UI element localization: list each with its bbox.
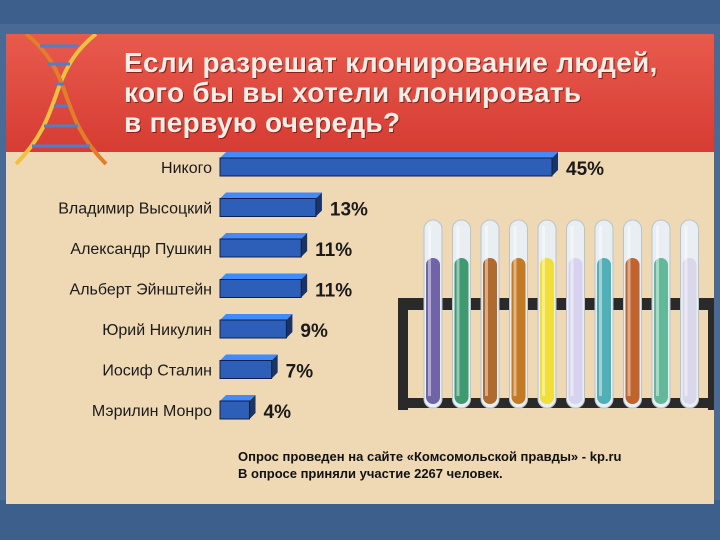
- bar-top-face: [220, 152, 558, 158]
- category-label: Юрий Никулин: [102, 322, 212, 339]
- test-tube-glare: [542, 226, 545, 396]
- bar-chart: Никого 45% Владимир Высоцкий 13% Александр П…: [58, 152, 604, 423]
- bar-row: Мэрилин Монро 4%: [92, 395, 291, 423]
- bar-row: Альберт Эйнштейн 11%: [70, 273, 352, 302]
- bar: [219, 157, 553, 177]
- test-tube-rack-illustration: [398, 219, 714, 410]
- test-tube-glare: [428, 226, 431, 396]
- bar-top-face: [220, 395, 256, 401]
- test-tube-liquid: [511, 258, 526, 404]
- category-label: Альберт Эйнштейн: [70, 282, 212, 299]
- bar-end-face: [552, 152, 558, 176]
- survey-footnote: Опрос проведен на сайте «Комсомольской п…: [238, 448, 622, 482]
- test-tube-liquid: [540, 258, 554, 404]
- bar-end-face: [286, 314, 293, 338]
- test-tube-glare: [485, 226, 488, 396]
- chart-title: Если разрешат клонирование людей, кого б…: [124, 48, 714, 138]
- bar-row: Александр Пушкин 11%: [70, 233, 352, 261]
- bar-top-face: [220, 233, 308, 239]
- test-tube-liquid: [625, 258, 640, 404]
- test-tube-glare: [570, 226, 574, 396]
- test-tube-liquid: [483, 258, 497, 404]
- test-tube-glare: [513, 226, 517, 396]
- test-tube-glare: [599, 226, 602, 396]
- value-label: 13%: [330, 200, 368, 221]
- bar-row: Иосиф Сталин 7%: [102, 354, 314, 383]
- test-tube-glare: [656, 226, 659, 396]
- value-label: 11%: [315, 240, 352, 261]
- test-tube-liquid: [682, 258, 697, 404]
- bar-row: Юрий Никулин 9%: [102, 314, 328, 342]
- test-tube-glare: [684, 226, 688, 396]
- bar: [219, 279, 302, 298]
- bar: [219, 400, 251, 420]
- category-label: Иосиф Сталин: [102, 363, 212, 380]
- test-tube-liquid: [568, 258, 583, 404]
- slide-frame-bottom: [0, 500, 720, 540]
- value-label: 45%: [566, 159, 604, 180]
- bar-top-face: [220, 354, 278, 361]
- bar-top-face: [220, 314, 293, 320]
- title-banner: Если разрешат клонирование людей, кого б…: [6, 34, 714, 166]
- bar-row: Владимир Высоцкий 13%: [58, 192, 368, 221]
- value-label: 11%: [315, 281, 352, 302]
- category-label: Мэрилин Монро: [92, 403, 212, 420]
- test-tube-liquid: [654, 258, 668, 404]
- test-tube-liquid: [454, 258, 469, 404]
- bar: [219, 238, 302, 258]
- bar-end-face: [249, 395, 256, 419]
- title-line-3: в первую очередь?: [124, 107, 401, 138]
- bar: [219, 360, 273, 379]
- category-label: Александр Пушкин: [70, 241, 212, 258]
- rack-right-post: [708, 298, 714, 410]
- bar-end-face: [315, 192, 322, 217]
- title-line-2: кого бы вы хотели клонировать: [124, 77, 582, 108]
- bar-end-face: [271, 354, 278, 379]
- category-label: Никого: [161, 160, 212, 177]
- test-tube-glare: [627, 226, 631, 396]
- bar: [219, 198, 317, 217]
- footnote-line-2: В опросе приняли участие 2267 человек.: [238, 466, 503, 481]
- bar-row: Никого 45%: [161, 152, 604, 180]
- newspaper-clipping: Если разрешат клонирование людей, кого б…: [6, 34, 714, 504]
- test-tube-liquid: [597, 258, 611, 404]
- test-tube-glare: [456, 226, 460, 396]
- category-label: Владимир Высоцкий: [58, 201, 212, 218]
- bar-top-face: [220, 273, 308, 280]
- bar: [219, 319, 287, 339]
- test-tube-liquid: [426, 258, 440, 404]
- value-label: 9%: [300, 321, 328, 342]
- bar-end-face: [301, 273, 308, 298]
- slide-frame-top: [0, 0, 720, 24]
- value-label: 7%: [286, 362, 314, 383]
- footnote-line-1: Опрос проведен на сайте «Комсомольской п…: [238, 449, 622, 464]
- rack-left-post: [398, 298, 408, 410]
- bar-end-face: [301, 233, 308, 257]
- title-line-1: Если разрешат клонирование людей,: [124, 47, 658, 78]
- value-label: 4%: [264, 402, 292, 423]
- dna-helix-icon: [14, 34, 108, 166]
- bar-top-face: [220, 192, 322, 199]
